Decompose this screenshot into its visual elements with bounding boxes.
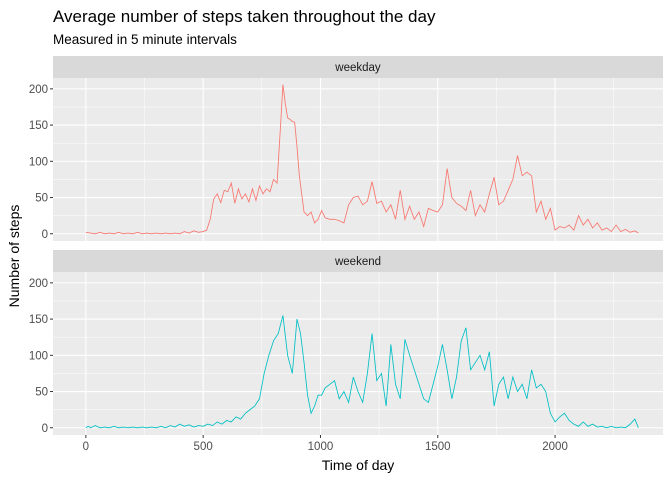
x-axis: 0 500 1000 1500 2000 (83, 435, 568, 453)
facet-weekend: weekend 0 50 100 150 200 (29, 250, 663, 435)
y-ticks-weekend (50, 282, 53, 429)
facet-weekday: weekday 0 50 100 150 200 (29, 56, 663, 241)
panel-background-weekday (53, 78, 663, 241)
y-tick-label: 0 (42, 229, 48, 241)
y-tick-label: 200 (29, 278, 48, 290)
facet-strip-weekday (53, 56, 663, 78)
x-tick-label: 500 (194, 441, 213, 453)
series-line-weekday (85, 84, 639, 235)
gridlines-weekday (53, 78, 663, 241)
gridlines-weekend (53, 272, 663, 435)
y-tick-label: 150 (29, 314, 48, 326)
x-axis-title: Time of day (322, 457, 395, 473)
y-tick-label: 100 (29, 350, 48, 362)
panel-background-weekend (53, 272, 663, 435)
chart-subtitle: Measured in 5 minute intervals (53, 32, 237, 47)
facet-strip-label-weekday: weekday (334, 62, 381, 74)
y-ticks-weekday (50, 88, 53, 235)
series-line-weekend (85, 315, 639, 429)
x-tick-label: 1500 (425, 441, 451, 453)
y-tick-label: 0 (42, 423, 48, 435)
y-tick-label: 200 (29, 84, 48, 96)
y-tick-label: 50 (35, 193, 48, 205)
y-tick-labels-weekend: 0 50 100 150 200 (29, 278, 48, 435)
facet-strip-label-weekend: weekend (334, 256, 381, 268)
x-tick-label: 2000 (542, 441, 568, 453)
x-tick-label: 1000 (308, 441, 334, 453)
x-tick-label: 0 (83, 441, 89, 453)
y-tick-labels-weekday: 0 50 100 150 200 (29, 84, 48, 241)
y-tick-label: 100 (29, 156, 48, 168)
y-tick-label: 50 (35, 387, 48, 399)
y-axis-title: Number of steps (6, 205, 22, 308)
y-tick-label: 150 (29, 120, 48, 132)
chart-title: Average number of steps taken throughout… (53, 7, 436, 26)
facet-strip-weekend (53, 250, 663, 272)
